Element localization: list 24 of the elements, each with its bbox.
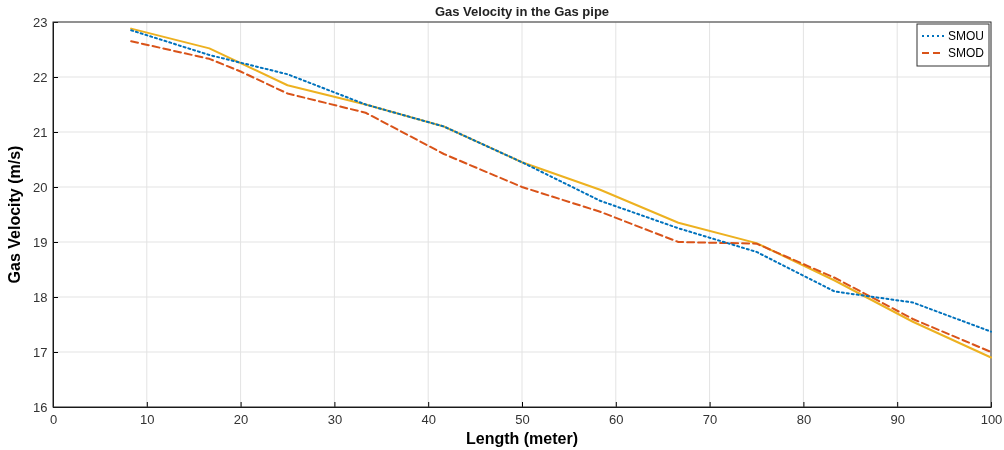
x-tick-label: 20 — [233, 412, 249, 428]
y-tick-label: 21 — [32, 124, 48, 140]
y-tick-label: 22 — [32, 69, 48, 85]
y-axis-title: Gas Velocity (m/s) — [6, 145, 23, 284]
x-tick-label: 10 — [140, 412, 155, 428]
x-tick-label: 40 — [421, 412, 436, 428]
x-tick-label: 50 — [515, 412, 530, 428]
y-tick-label: 20 — [32, 179, 48, 195]
y-tick-label: 18 — [32, 289, 48, 305]
x-axis-title: Length (meter) — [466, 430, 578, 447]
y-tick-label: 17 — [32, 344, 48, 360]
x-tick-label: 30 — [327, 412, 343, 428]
y-tick-label: 23 — [32, 14, 48, 30]
x-tick-label: 0 — [49, 412, 58, 428]
legend-label: SMOD — [948, 46, 985, 60]
x-tick-label: 90 — [890, 412, 905, 428]
x-tick-label: 80 — [796, 412, 812, 428]
chart-title: Gas Velocity in the Gas pipe — [434, 4, 610, 19]
legend-label: SMOU — [948, 29, 984, 43]
x-tick-label: 70 — [702, 412, 718, 428]
y-tick-label: 16 — [32, 399, 48, 415]
x-tick-label: 100 — [980, 412, 1003, 428]
y-tick-label: 19 — [32, 234, 48, 250]
x-tick-label: 60 — [609, 412, 624, 428]
